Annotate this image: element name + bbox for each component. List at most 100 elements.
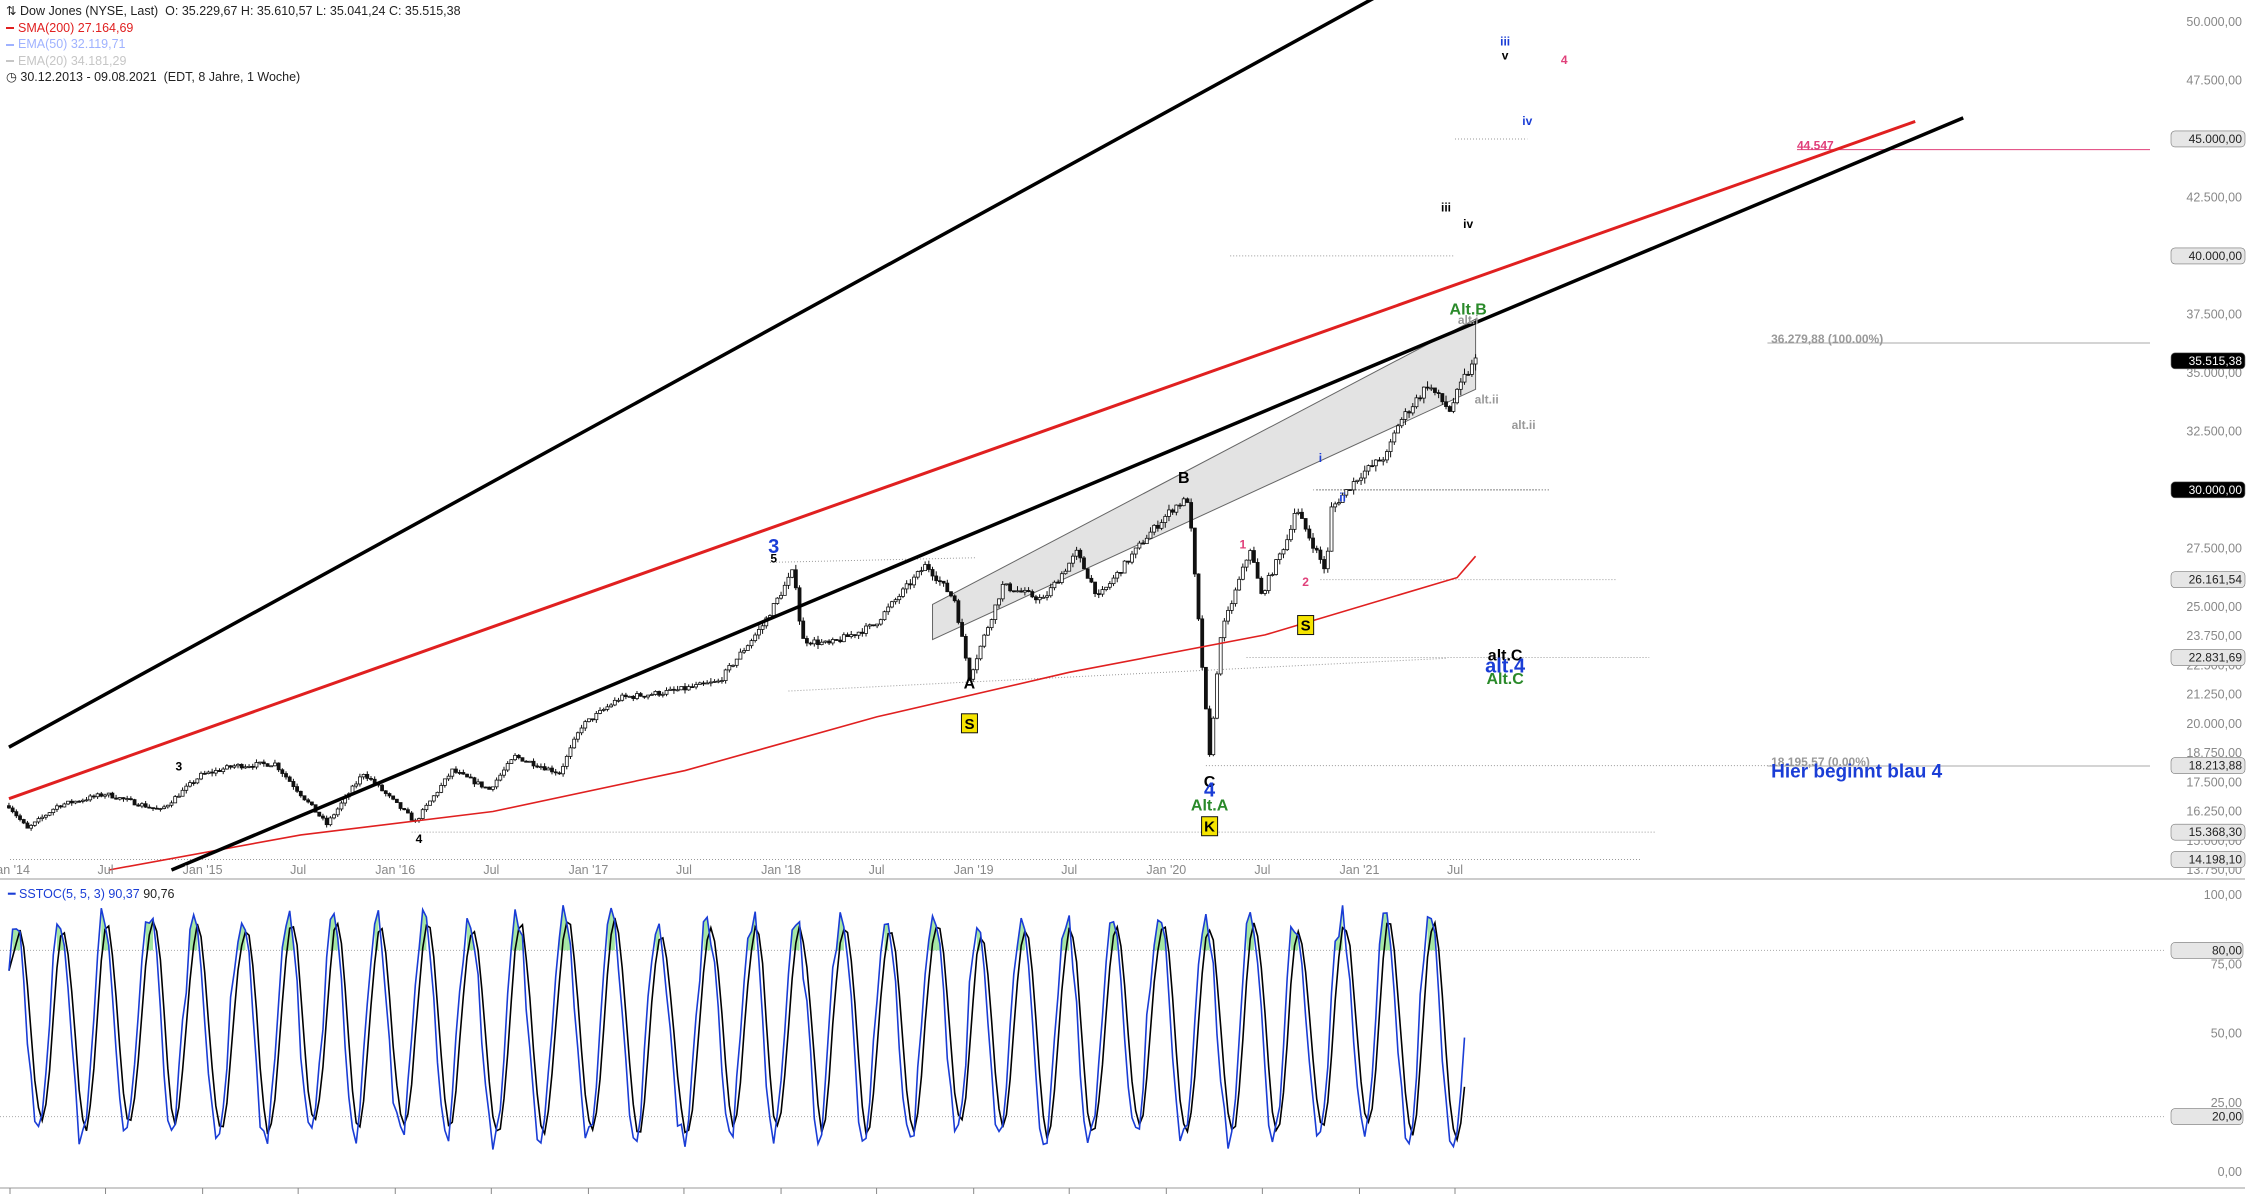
candle-body: [605, 706, 610, 710]
candle-body: [206, 771, 211, 775]
wave-label: Alt.A: [1191, 797, 1229, 814]
wave-label: 3: [768, 536, 779, 558]
legend-ema20[interactable]: EMA(20) 34.181,29: [6, 53, 461, 70]
candle-body: [195, 778, 200, 784]
osc-level-tag: [2170, 1108, 2244, 1125]
candle-body: [10, 807, 15, 813]
candle-body: [306, 799, 311, 803]
wave-label: i: [1319, 451, 1322, 465]
ema20-label: EMA(20): [18, 53, 68, 68]
candle-body: [1104, 586, 1109, 590]
candle-body: [58, 805, 63, 808]
candle-body: [535, 765, 540, 768]
candle-body: [1300, 511, 1304, 519]
candle-body: [1351, 481, 1356, 491]
candle-body: [25, 822, 30, 829]
candle-body: [1082, 557, 1086, 570]
candle-body: [339, 802, 344, 810]
candle-body: [280, 769, 285, 774]
y-tick-label: 47.500,00: [2186, 73, 2242, 87]
candle-body: [889, 601, 894, 608]
candle-body: [609, 704, 614, 708]
candle-body: [1185, 498, 1190, 503]
candle-body: [1170, 509, 1175, 513]
candle-body: [1377, 459, 1382, 462]
wave-box-label: S: [964, 716, 974, 733]
price-tag: [2170, 823, 2246, 841]
osc-y-tick-label: 25,00: [2211, 1096, 2242, 1110]
candle-body: [1059, 573, 1064, 583]
oscillator-value-k: 90,37: [108, 887, 140, 901]
candle-body: [912, 576, 916, 586]
wave-label: B: [1178, 470, 1190, 487]
candle-body: [531, 760, 536, 767]
candle-body: [1407, 411, 1411, 414]
sma200-value: 27.164,69: [77, 20, 134, 35]
candle-body: [358, 776, 362, 785]
candle-body: [276, 762, 281, 771]
candle-body: [1237, 578, 1242, 591]
oscillator-legend[interactable]: ━ SSTOC(5, 5, 3) 90,37 90,76: [8, 886, 174, 901]
wave-label: v: [1502, 48, 1509, 62]
candle-body: [679, 686, 684, 691]
candle-body: [963, 636, 968, 659]
candle-body: [841, 634, 846, 643]
oscillator-name: SSTOC(5, 5, 3): [19, 887, 105, 901]
candle-body: [450, 768, 455, 777]
candle-body: [1048, 587, 1053, 597]
price-tag: [2170, 130, 2246, 148]
candle-body: [564, 755, 569, 767]
candle-body: [1429, 387, 1434, 390]
candle-body: [867, 624, 872, 627]
osc-level-label: 80,00: [2212, 943, 2242, 957]
candle-body: [213, 770, 218, 774]
wave-box-label: S: [1301, 618, 1311, 635]
candle-body: [1370, 465, 1375, 468]
candle-body: [612, 699, 617, 706]
candle-body: [1019, 590, 1024, 593]
candle-body: [243, 766, 248, 769]
legend-sma200[interactable]: SMA(200) 27.164,69: [6, 20, 461, 37]
candle-body: [1011, 590, 1016, 593]
sma200-label: SMA(200): [18, 20, 75, 35]
candle-body: [110, 792, 115, 799]
candle-body: [756, 629, 761, 636]
candle-body: [697, 682, 702, 685]
candle-body: [424, 804, 429, 811]
candle-body: [18, 815, 22, 820]
candle-body: [498, 774, 503, 781]
candle-body: [683, 686, 687, 691]
candle-body: [1425, 386, 1430, 389]
candle-body: [1325, 550, 1330, 570]
candle-body: [1004, 583, 1009, 586]
candle-body: [1126, 560, 1131, 563]
candle-body: [461, 772, 466, 775]
candle-body: [1403, 411, 1408, 420]
candle-body: [106, 792, 111, 796]
overbought-fill: [1383, 912, 1387, 951]
candle-body: [69, 800, 74, 804]
legend-title-row: ⇅ Dow Jones (NYSE, Last) O: 35.229,67 H:…: [6, 3, 461, 20]
candle-body: [1222, 620, 1227, 639]
osc-level-label: 20,00: [2212, 1110, 2242, 1124]
candle-body: [738, 651, 743, 660]
candle-body: [265, 763, 270, 767]
candle-body: [55, 805, 59, 810]
candle-body: [502, 769, 506, 776]
candle-body: [261, 761, 266, 765]
legend-ema50[interactable]: EMA(50) 32.119,71: [6, 36, 461, 53]
reference-line: [769, 557, 977, 563]
candle-body: [1311, 537, 1315, 549]
candle-body: [1359, 477, 1363, 481]
candle-body: [1196, 573, 1201, 620]
candle-body: [657, 690, 662, 696]
osc-level-tag: [2170, 942, 2244, 959]
candle-body: [1063, 570, 1068, 575]
candle-body: [1052, 581, 1057, 589]
candle-body: [92, 795, 96, 798]
price-tag: [2170, 757, 2246, 774]
candle-body: [210, 771, 215, 774]
candle-body: [158, 808, 163, 810]
wave-label: iv: [1522, 114, 1532, 128]
candle-body: [908, 583, 913, 586]
